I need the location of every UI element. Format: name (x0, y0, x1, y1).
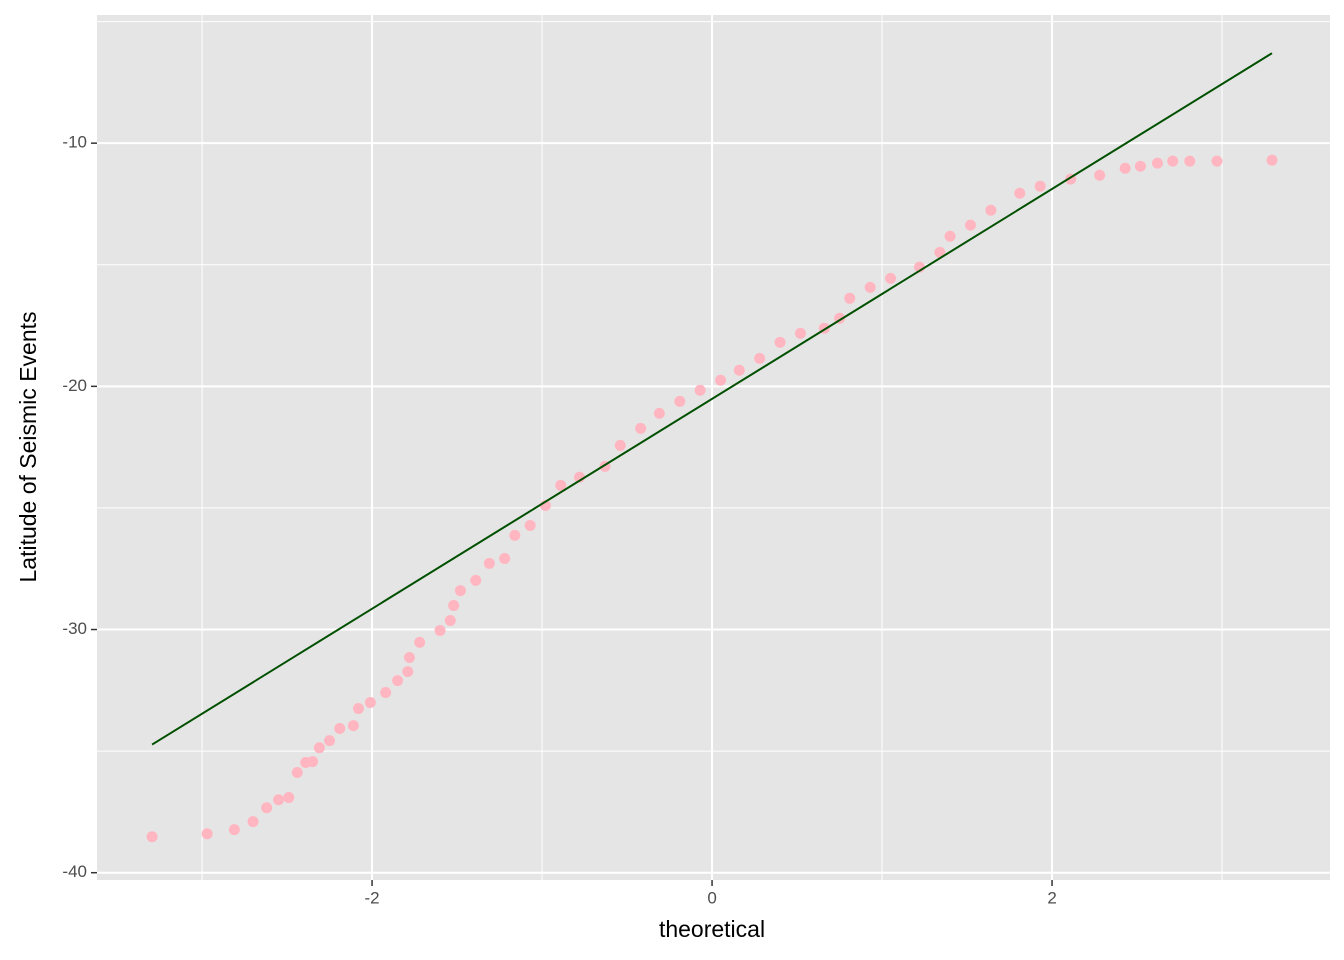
point (201, 828, 213, 840)
point (444, 615, 456, 627)
point (483, 557, 495, 569)
point (864, 281, 876, 293)
point (392, 675, 404, 687)
point (434, 624, 446, 636)
point (470, 574, 482, 586)
point (380, 687, 392, 699)
point (1184, 155, 1196, 167)
point (794, 327, 806, 339)
point (694, 384, 706, 396)
point (635, 422, 647, 434)
point (1266, 154, 1278, 166)
point (934, 246, 946, 258)
point (1094, 169, 1106, 181)
point (1119, 162, 1131, 174)
point (885, 272, 897, 284)
x-tick-label: -2 (364, 888, 379, 907)
point (1151, 157, 1163, 169)
point (291, 767, 303, 779)
point (364, 696, 376, 708)
point (1167, 155, 1179, 167)
point (448, 599, 460, 611)
point (247, 816, 259, 828)
reference-line (151, 52, 1273, 746)
point (1211, 155, 1223, 167)
point (313, 742, 325, 754)
point (555, 479, 567, 491)
point (674, 395, 686, 407)
point (1134, 160, 1146, 172)
point (1034, 180, 1046, 192)
point (964, 219, 976, 231)
point (347, 720, 359, 732)
point (454, 585, 466, 597)
point (324, 735, 336, 747)
point (146, 831, 158, 843)
point (844, 292, 856, 304)
point (524, 519, 536, 531)
point (733, 364, 745, 376)
y-tick-label: -30 (62, 619, 87, 638)
point (754, 352, 766, 364)
point (261, 802, 273, 814)
point (499, 553, 511, 565)
point (944, 230, 956, 242)
point (402, 666, 414, 678)
point (334, 722, 346, 734)
point (283, 792, 295, 804)
x-tick-label: 0 (707, 888, 716, 907)
point (228, 824, 240, 836)
y-axis-title: Latitude of Seismic Events (15, 311, 41, 582)
panel (97, 15, 1330, 880)
point (273, 794, 285, 806)
point (307, 756, 319, 768)
axes: -2 0 2-10-20-30-40 (62, 133, 1056, 908)
y-tick-label: -40 (62, 862, 87, 881)
point (653, 407, 665, 419)
point (403, 651, 415, 663)
point (509, 529, 521, 541)
point (414, 636, 426, 648)
point (715, 374, 727, 386)
point (985, 204, 997, 216)
x-axis-title: theoretical (659, 916, 765, 942)
marks (146, 52, 1278, 843)
point (774, 336, 786, 348)
x-tick-label: 2 (1047, 888, 1056, 907)
point (352, 703, 364, 715)
grid (97, 15, 1330, 880)
point (614, 439, 626, 451)
y-tick-label: -20 (62, 376, 87, 395)
point (1014, 187, 1026, 199)
y-tick-label: -10 (62, 133, 87, 152)
